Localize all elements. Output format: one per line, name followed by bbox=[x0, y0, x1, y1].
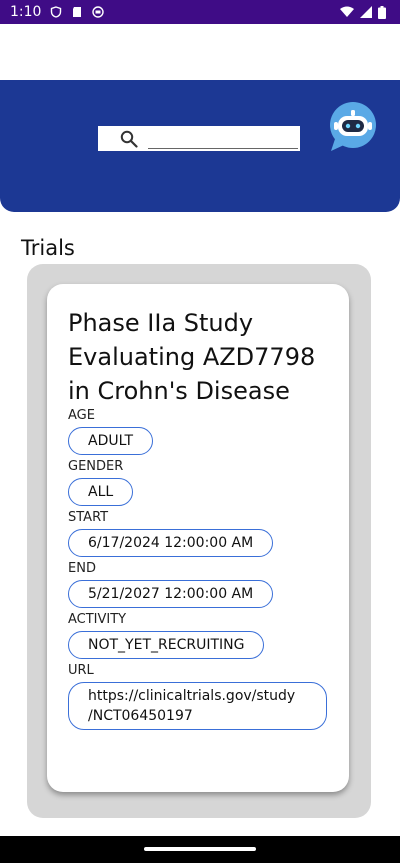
status-bar: 1:10 bbox=[0, 0, 400, 24]
chatbot-icon[interactable] bbox=[327, 101, 379, 153]
gender-value: ALL bbox=[68, 478, 134, 506]
activity-label: ACTIVITY bbox=[68, 612, 127, 627]
search-input[interactable] bbox=[148, 128, 298, 149]
url-value[interactable]: https://clinicaltrials.gov/study /NCT064… bbox=[68, 682, 327, 730]
age-value: ADULT bbox=[68, 427, 154, 455]
battery-icon bbox=[378, 5, 386, 19]
home-gesture-handle[interactable] bbox=[144, 847, 256, 851]
end-label: END bbox=[68, 561, 96, 576]
trials-list[interactable]: Phase IIa Study Evaluating AZD7798 in Cr… bbox=[27, 264, 371, 818]
signal-icon bbox=[360, 6, 372, 18]
section-title: Trials bbox=[21, 236, 75, 260]
search-icon bbox=[120, 130, 138, 148]
app-header bbox=[0, 80, 400, 212]
activity-value: NOT_YET_RECRUITING bbox=[68, 631, 265, 659]
sd-card-icon bbox=[73, 7, 82, 17]
status-time: 1:10 bbox=[10, 4, 42, 20]
url-label: URL bbox=[68, 663, 94, 678]
start-label: START bbox=[68, 510, 109, 525]
trial-card[interactable]: Phase IIa Study Evaluating AZD7798 in Cr… bbox=[47, 284, 349, 792]
app-notification-icon bbox=[92, 6, 105, 18]
url-line-1: https://clinicaltrials.gov/study bbox=[88, 688, 296, 704]
navigation-bar bbox=[0, 836, 400, 863]
wifi-icon bbox=[340, 6, 354, 17]
search-bar[interactable] bbox=[98, 126, 300, 151]
url-line-2: /NCT06450197 bbox=[88, 708, 193, 724]
start-value: 6/17/2024 12:00:00 AM bbox=[68, 529, 274, 557]
age-label: AGE bbox=[68, 408, 95, 423]
end-value: 5/21/2027 12:00:00 AM bbox=[68, 580, 274, 608]
gender-label: GENDER bbox=[68, 459, 124, 474]
trial-title: Phase IIa Study Evaluating AZD7798 in Cr… bbox=[68, 309, 316, 405]
shield-icon bbox=[51, 6, 62, 18]
